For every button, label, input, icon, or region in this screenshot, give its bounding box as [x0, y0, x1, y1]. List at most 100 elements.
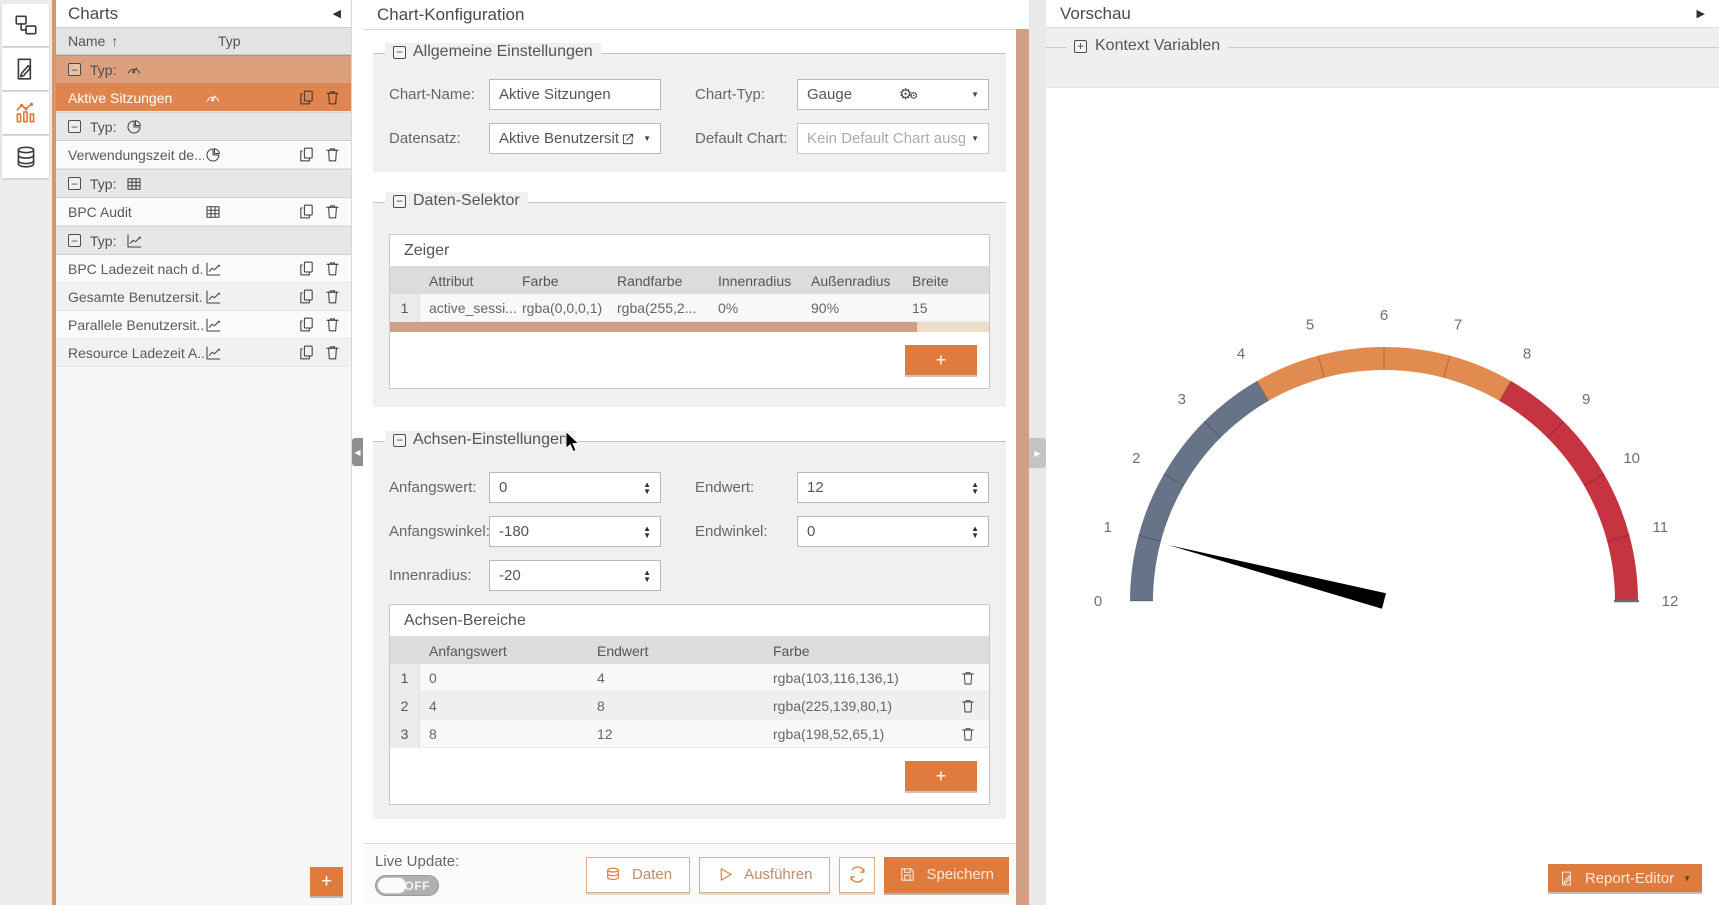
copy-icon[interactable] [298, 89, 315, 106]
collapse-section-icon[interactable]: − [393, 194, 406, 208]
group-row-table[interactable]: − Typ: [56, 169, 351, 198]
col-farbe[interactable]: Farbe [773, 642, 810, 659]
chevron-down-icon[interactable]: ▼ [971, 90, 979, 99]
copy-icon[interactable] [298, 203, 315, 220]
col-endwert[interactable]: Endwert [597, 642, 649, 659]
column-typ-label[interactable]: Typ [218, 33, 241, 49]
copy-icon[interactable] [298, 316, 315, 333]
trash-icon[interactable] [324, 316, 341, 333]
collapse-section-icon[interactable]: − [393, 45, 406, 59]
group-row-pie[interactable]: − Typ: [56, 112, 351, 141]
column-name-label[interactable]: Name [68, 33, 106, 49]
collapse-group-icon[interactable]: − [68, 234, 81, 247]
refresh-button[interactable] [839, 856, 876, 893]
chart-list-item[interactable]: Aktive Sitzungen [56, 84, 351, 112]
database-icon [13, 144, 39, 170]
add-chart-button[interactable]: + [310, 867, 343, 896]
spinner-icon[interactable]: ▲ ▼ [643, 479, 651, 496]
trash-icon[interactable] [324, 344, 341, 361]
spinner-icon[interactable]: ▲ ▼ [971, 479, 979, 496]
sort-ascending-icon[interactable]: ↑ [111, 33, 119, 49]
chart-name-input[interactable] [499, 86, 651, 103]
range-row[interactable]: 3 8 12 rgba(198,52,65,1) [390, 720, 989, 748]
collapse-config-handle[interactable]: ◀ [352, 438, 363, 466]
chart-list-item[interactable]: Parallele Benutzersit... [56, 311, 351, 339]
copy-icon[interactable] [298, 260, 315, 277]
copy-icon[interactable] [298, 146, 315, 163]
chart-list-item[interactable]: BPC Audit [56, 198, 351, 226]
chart-item-name: BPC Audit [68, 203, 132, 220]
anfangswert-field[interactable]: 0 ▲ ▼ [489, 472, 661, 503]
vertical-scrollbar[interactable] [1016, 29, 1029, 905]
expand-section-icon[interactable]: + [1074, 39, 1087, 53]
col-randfarbe[interactable]: Randfarbe [617, 272, 683, 289]
group-row-line[interactable]: − Typ: [56, 226, 351, 255]
database-icon [604, 866, 622, 884]
spinner-icon[interactable]: ▲ ▼ [643, 523, 651, 540]
ausfuehren-button[interactable]: Ausführen [699, 856, 831, 893]
database-nav-button[interactable] [2, 136, 49, 178]
preview-panel-title: Vorschau [1060, 3, 1131, 23]
add-zeiger-button[interactable]: + [905, 345, 977, 375]
chart-list-item[interactable]: BPC Ladezeit nach d... [56, 255, 351, 283]
collapse-group-icon[interactable]: − [68, 63, 81, 76]
trash-icon[interactable] [960, 726, 976, 742]
anfangswinkel-field[interactable]: -180 ▲ ▼ [489, 516, 661, 547]
daten-button[interactable]: Daten [586, 856, 691, 893]
chart-typ-select[interactable]: Gauge ⚙⚙ ▼ [797, 79, 989, 110]
trash-icon[interactable] [960, 670, 976, 686]
svg-text:3: 3 [1178, 391, 1186, 408]
chart-item-name: Gesamte Benutzersit... [68, 288, 204, 305]
col-aussenradius[interactable]: Außenradius [811, 272, 891, 289]
spinner-icon[interactable]: ▲ ▼ [971, 523, 979, 540]
chart-list-item[interactable]: Resource Ladezeit A... [56, 339, 351, 367]
endwinkel-field[interactable]: 0 ▲ ▼ [797, 516, 989, 547]
trash-icon[interactable] [960, 698, 976, 714]
col-innenradius[interactable]: Innenradius [718, 272, 792, 289]
innenradius-field[interactable]: -20 ▲ ▼ [489, 560, 661, 591]
col-farbe[interactable]: Farbe [522, 272, 559, 289]
report-editor-button[interactable]: Report-Editor ▼ [1547, 864, 1702, 892]
col-breite[interactable]: Breite [912, 272, 949, 289]
trash-icon[interactable] [324, 89, 341, 106]
datensatz-select[interactable]: Aktive Benutzersit ▼ [489, 123, 661, 154]
range-row[interactable]: 2 4 8 rgba(225,139,80,1) [390, 692, 989, 720]
chevron-down-icon[interactable]: ▼ [971, 134, 979, 143]
copy-icon[interactable] [298, 288, 315, 305]
collapse-group-icon[interactable]: − [68, 120, 81, 133]
add-range-button[interactable]: + [905, 761, 977, 791]
range-row[interactable]: 1 0 4 rgba(103,116,136,1) [390, 664, 989, 692]
zeiger-row[interactable]: 1 active_sessi... rgba(0,0,0,1) rgba(255… [390, 294, 989, 322]
external-link-icon[interactable] [621, 132, 635, 146]
default-chart-select[interactable]: Kein Default Chart ausg ▼ [797, 123, 989, 154]
chart-list-item[interactable]: Gesamte Benutzersit... [56, 283, 351, 311]
expand-preview-handle[interactable]: ▶ [1029, 438, 1046, 468]
speichern-button[interactable]: Speichern [884, 856, 1009, 893]
trash-icon[interactable] [324, 203, 341, 220]
collapse-group-icon[interactable]: − [68, 177, 81, 190]
col-anfangswert[interactable]: Anfangswert [429, 642, 507, 659]
trash-icon[interactable] [324, 146, 341, 163]
col-attribut[interactable]: Attribut [429, 272, 474, 289]
horizontal-scrollbar[interactable] [390, 322, 989, 332]
report-nav-button[interactable] [2, 48, 49, 90]
chart-list-item[interactable]: Verwendungszeit de... [56, 141, 351, 169]
scrollbar-thumb[interactable] [390, 322, 918, 332]
gears-icon[interactable]: ⚙⚙ [898, 86, 919, 103]
group-row-gauge[interactable]: − Typ: [56, 55, 351, 84]
copy-icon[interactable] [298, 344, 315, 361]
collapse-right-icon[interactable]: ▶ [1696, 8, 1705, 20]
endwert-field[interactable]: 12 ▲ ▼ [797, 472, 989, 503]
charts-nav-button[interactable] [2, 92, 49, 134]
hierarchy-nav-button[interactable] [2, 4, 49, 46]
charts-panel: Charts ◀ Name ↑ Typ − Typ: Aktive Sitzung… [52, 0, 352, 905]
trash-icon[interactable] [324, 260, 341, 277]
trash-icon[interactable] [324, 288, 341, 305]
chevron-down-icon[interactable]: ▼ [643, 134, 651, 143]
live-update-toggle[interactable]: OFF [375, 875, 439, 896]
spinner-icon[interactable]: ▲ ▼ [643, 567, 651, 584]
collapse-left-icon[interactable]: ◀ [332, 8, 341, 20]
collapse-section-icon[interactable]: − [393, 433, 406, 447]
chart-name-field[interactable] [489, 79, 661, 110]
